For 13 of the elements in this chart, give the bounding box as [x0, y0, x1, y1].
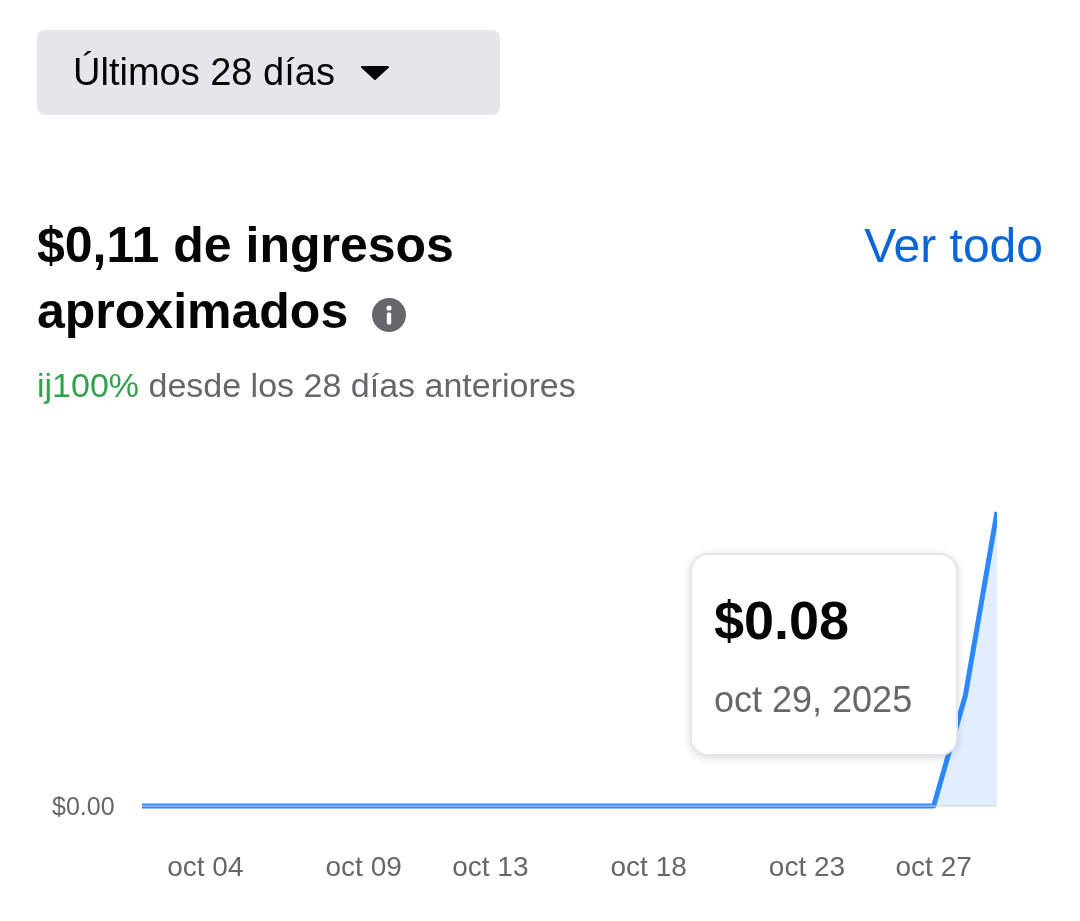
annotation: oct 29, 2025	[714, 679, 913, 720]
text: $0.00	[52, 792, 115, 820]
chart-subtitle: ij100% desde los 28 días anteriores	[37, 366, 576, 404]
x-tick-label: oct 09	[325, 850, 402, 882]
x-tick-label: oct 04	[167, 850, 244, 882]
annotation: $0.08	[714, 590, 850, 650]
chart-title: $0,11 de ingresos aproximados	[37, 217, 454, 339]
text: Últimos 28 días	[73, 51, 335, 94]
x-tick-label: oct 13	[452, 850, 529, 882]
x-tick-label: oct 27	[895, 850, 972, 882]
x-tick-label: oct 18	[610, 850, 687, 882]
x-tick-label: oct 23	[768, 850, 846, 882]
text: Ver todo	[864, 219, 1043, 272]
